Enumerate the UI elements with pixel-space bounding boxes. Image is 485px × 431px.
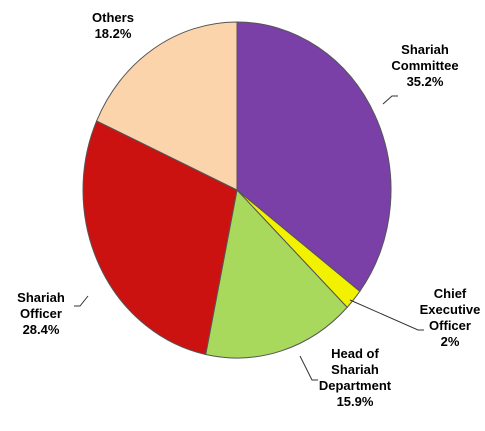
slice-label: Chief Executive Officer 2% (415, 286, 485, 350)
pie-slice (205, 188, 348, 359)
leader-line (382, 95, 398, 105)
slice-label: Others 18.2% (78, 10, 148, 42)
slice-value: 28.4% (22, 322, 60, 337)
slice-name: Others (92, 10, 134, 25)
slice-value: 2% (440, 334, 460, 349)
slice-label: Shariah Officer 28.4% (6, 290, 76, 338)
slice-label: Shariah Committee 35.2% (385, 42, 465, 90)
slice-label: Head of Shariah Department 15.9% (310, 346, 400, 410)
leader-line (299, 355, 318, 381)
slice-value: 18.2% (94, 26, 132, 41)
leader-lines (74, 95, 424, 381)
pie-slice (95, 21, 238, 191)
leader-line (349, 299, 424, 331)
slice-name: Head of Shariah Department (318, 346, 392, 393)
slice-name: Chief Executive Officer (419, 286, 481, 333)
slice-name: Shariah Committee (391, 42, 459, 73)
slice-name: Shariah Officer (17, 290, 65, 321)
pie-slice (236, 21, 392, 293)
slice-value: 15.9% (336, 394, 374, 409)
slice-value: 35.2% (406, 74, 444, 89)
pie-slice (82, 120, 238, 356)
leader-line (74, 295, 89, 307)
